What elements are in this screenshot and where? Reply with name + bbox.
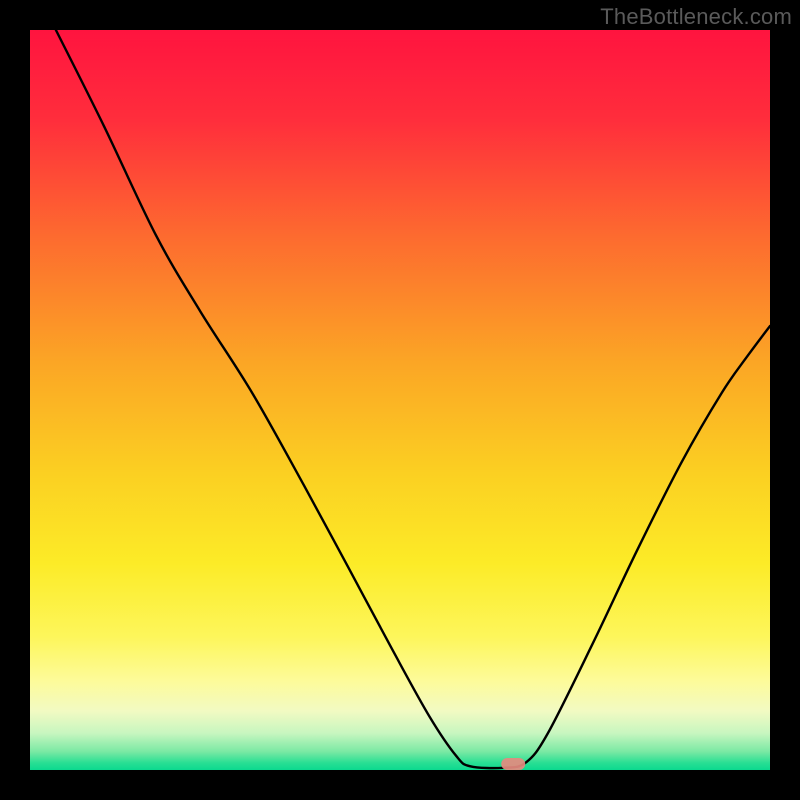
bottleneck-marker <box>501 758 525 770</box>
watermark-text: TheBottleneck.com <box>600 4 792 30</box>
bottleneck-chart-svg <box>0 0 800 800</box>
chart-container: TheBottleneck.com <box>0 0 800 800</box>
gradient-background <box>30 30 770 770</box>
